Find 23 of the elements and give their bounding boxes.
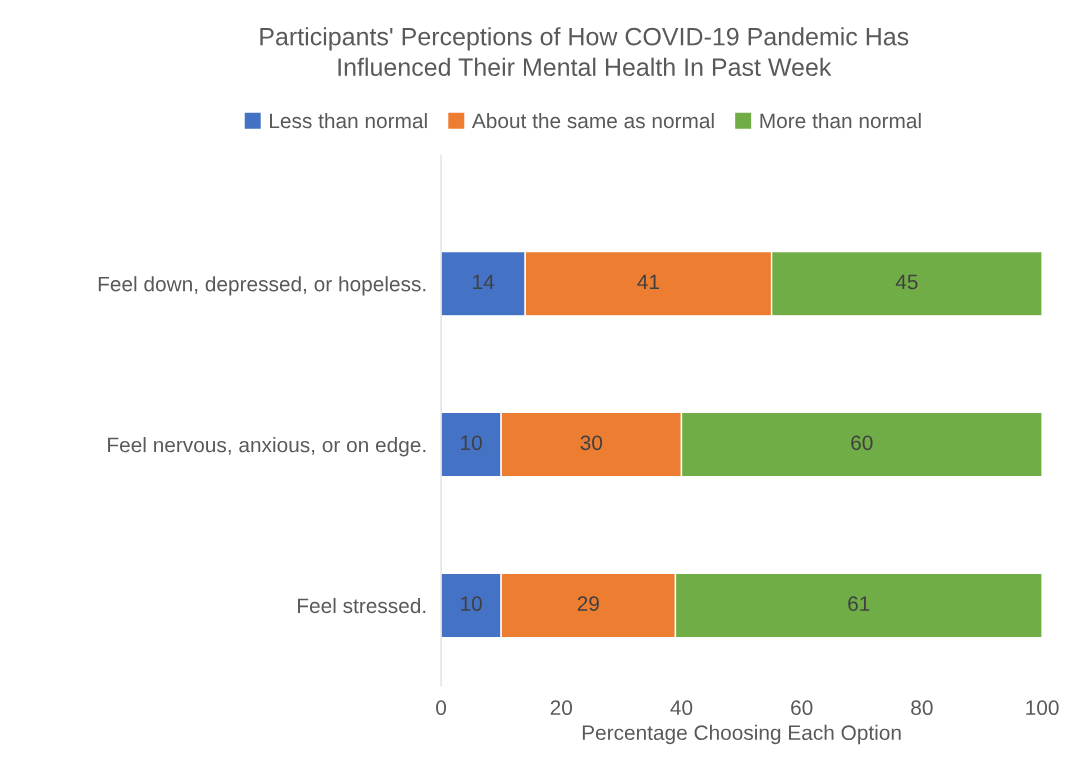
- legend-label: More than normal: [760, 112, 921, 129]
- legend-label: About the same as normal: [471, 112, 714, 129]
- x-tick-label: 40: [670, 700, 693, 716]
- data-label: 61: [848, 596, 870, 612]
- x-tick-label: 0: [436, 700, 447, 716]
- data-label: 41: [637, 274, 659, 290]
- x-tick-label: 80: [911, 700, 933, 716]
- x-tick-label: 20: [550, 700, 573, 716]
- data-label: 10: [461, 435, 482, 451]
- legend-label: Less than normal: [270, 112, 427, 129]
- y-tick-label: Feel stressed.: [298, 597, 426, 614]
- chart-title: Participants' Perceptions of How COVID-19 Pandemic Has Influenced Their Mental Health In Past Week: [260, 27, 909, 77]
- data-label: 60: [851, 435, 873, 451]
- data-label: 29: [577, 596, 599, 612]
- data-label: 14: [473, 274, 495, 290]
- x-tick-label: 100: [1026, 700, 1059, 716]
- y-tick-label: Feel down, depressed, or hopeless.: [98, 276, 426, 296]
- x-tick-label: 60: [791, 700, 813, 716]
- x-axis-title: Percentage Choosing Each Option: [582, 724, 901, 745]
- data-label: 10: [461, 596, 482, 612]
- data-label: 45: [895, 274, 918, 290]
- y-tick-label: Feel nervous, anxious, or on edge.: [108, 437, 426, 457]
- data-label: 30: [580, 435, 603, 451]
